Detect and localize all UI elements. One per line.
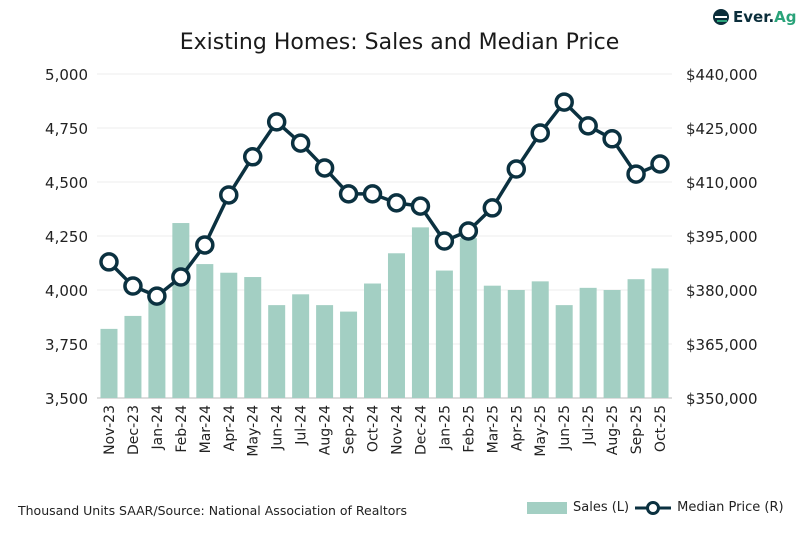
right-tick-label: $365,000 [686,336,758,354]
x-tick-label: Jun-24 [270,405,286,451]
median-price-point [602,129,622,149]
median-price-point [482,198,503,218]
x-tick-label: Mar-25 [485,405,501,453]
x-tick-label: Oct-24 [366,405,382,452]
sales-bar [172,223,190,398]
sales-bar [364,283,382,398]
x-tick-label: Jan-25 [437,405,453,450]
x-tick-label: Nov-24 [389,405,405,455]
median-price-point [219,185,239,205]
sales-bar [196,264,214,398]
median-price-point [242,147,263,167]
sales-bar [627,279,645,398]
sales-bar [579,287,597,398]
median-price-point [314,158,335,178]
right-tick-label: $410,000 [686,174,758,192]
legend-swatch-sales [527,501,567,514]
median-price-point [147,286,167,306]
x-tick-label: Feb-25 [461,405,477,453]
sales-bar [603,290,621,398]
right-tick-label: $425,000 [686,120,758,138]
legend-swatch-price [635,500,672,515]
x-tick-label: Aug-25 [605,405,621,455]
sales-bar [340,311,358,398]
sales-bar [483,285,501,398]
median-price-point [578,116,598,136]
everag-logo: Ever.Ag [712,8,797,26]
sales-bar [555,305,573,398]
x-tick-label: Apr-24 [222,405,238,451]
median-price-point [458,221,479,241]
chart-title: Existing Homes: Sales and Median Price [179,30,620,55]
right-tick-label: $380,000 [686,282,758,300]
x-tick-label: Dec-24 [413,405,429,455]
x-tick-label: Jun-25 [557,405,573,451]
sales-bar [411,227,429,398]
median-price-point [338,184,359,204]
sales-bar [316,305,334,398]
x-tick-label: Jul-24 [294,405,310,446]
left-tick-label: 4,500 [45,174,88,192]
left-tick-label: 4,000 [45,282,88,300]
sales-bar [651,268,669,398]
right-tick-label: $395,000 [686,228,758,246]
median-price-point [290,133,311,153]
x-tick-label: Sep-24 [342,405,358,454]
sales-bar [148,299,166,398]
sales-bar [124,315,142,398]
left-tick-label: 3,750 [45,336,88,354]
median-price-point [195,235,215,255]
median-price-point [554,92,574,112]
x-tick-label: Dec-23 [126,405,142,455]
median-price-point [266,112,287,132]
x-tick-label: Apr-25 [509,405,525,451]
median-price-point [506,159,527,179]
legend-label-sales: Sales (L) [573,500,630,515]
sales-bar [268,305,286,398]
x-tick-label: Oct-25 [653,405,669,452]
left-tick-label: 3,500 [45,390,88,408]
median-price-point [410,196,431,216]
median-price-point [650,154,670,174]
sales-bar [387,253,405,398]
sales-bar [244,277,262,398]
left-tick-label: 4,250 [45,228,88,246]
x-tick-label: Nov-23 [102,405,118,455]
left-tick-label: 5,000 [45,66,88,84]
sales-bar [459,238,477,398]
x-tick-label: May-25 [533,405,549,457]
median-price-point [626,164,646,184]
sales-bar [100,328,118,398]
sales-bar [507,290,525,398]
legend: Sales (L) Median Price (R) [527,500,784,515]
median-price-point [386,193,407,213]
median-price-point [171,267,191,287]
right-tick-label: $440,000 [686,66,758,84]
x-tick-label: Aug-24 [318,405,334,455]
x-tick-label: Jul-25 [581,405,597,446]
median-price-line [107,99,661,299]
sales-bar [435,270,453,398]
source-note: Thousand Units SAAR/Source: National Ass… [18,503,408,518]
median-price-point [123,276,143,296]
median-price-point [434,231,455,251]
x-tick-label: Mar-24 [198,405,214,453]
x-tick-label: May-24 [246,405,262,457]
sales-bar [220,272,238,398]
x-tick-label: Sep-25 [629,405,645,454]
x-tick-label: Jan-24 [150,405,166,451]
sales-bar [292,294,310,398]
right-tick-label: $350,000 [686,390,758,408]
median-price-point [530,123,550,143]
median-price-point [99,252,119,272]
median-price-point [362,184,383,204]
legend-label-price: Median Price (R) [677,500,784,515]
left-tick-label: 4,750 [45,120,88,138]
sales-bar [531,281,549,398]
logo-icon [713,9,729,25]
x-tick-label: Feb-24 [174,405,190,453]
